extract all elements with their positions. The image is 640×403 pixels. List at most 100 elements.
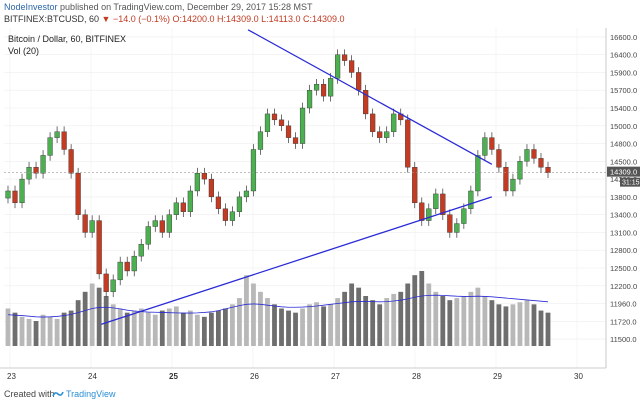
candle [426,203,432,226]
candle-body [271,113,278,121]
volume-bar [482,296,488,346]
candle [517,156,523,185]
candle-body [264,113,271,132]
candle [201,167,207,185]
volume-bar [468,291,474,346]
volume-bar [258,291,263,346]
time-tick-label: 29 [493,372,502,381]
resistance-trendline[interactable] [247,29,493,165]
volume-bar [251,283,256,346]
candle [194,167,200,197]
price-tick-label: 12500.0 [610,264,637,273]
price-tick-label: 16400.0 [610,51,637,60]
last-price-label: 14309.0 [610,168,637,177]
volume-bar [517,302,523,346]
candle-body [222,208,229,221]
candle-body [278,119,285,126]
volume-bar [370,300,376,346]
candle-body [461,208,467,224]
volume-bar [405,283,411,346]
candle [229,206,236,226]
volume-bar [349,283,355,346]
time-tick-label: 26 [250,372,259,381]
candle [461,203,467,229]
volume-bar [328,304,333,346]
candle [236,191,243,218]
candle-body [510,178,516,192]
volume-bar [300,308,305,346]
candle-body [391,113,397,132]
volume-bar [68,310,74,346]
time-badge [620,177,640,187]
volume-bar [454,298,460,346]
volume-bar [5,308,11,346]
time-badge-label: 31:15 [622,180,640,187]
volume-bar [398,291,404,346]
volume-bar [503,306,509,346]
candle-body [124,261,130,272]
candle-body [363,90,369,115]
candle-body [138,244,144,257]
candle [12,185,18,209]
candle-body [405,119,411,168]
price-chart[interactable]: 16600.0 16400.0 15900.0 15700.0 15400.0 15000… [0,28,640,385]
candle-body [131,255,137,272]
candle-body [468,190,474,209]
volume-bar [272,304,277,346]
candle [363,84,369,120]
candle [524,144,530,167]
tradingview-logo-icon [52,391,64,397]
candle-body [313,84,320,91]
candle [496,144,502,173]
time-tick-label: 27 [331,372,340,381]
volume-bar [215,310,221,346]
candle [299,102,306,149]
chart-grid [4,28,606,368]
candle [117,256,123,286]
candle [285,120,292,143]
candle-body [47,137,53,156]
candle-body [208,178,214,198]
candle-body [384,131,390,138]
candle-body [320,84,327,97]
volume-bar [244,275,249,346]
volume-bar [489,300,495,346]
volume-bar [173,306,179,346]
volume-bar [293,312,298,346]
price-tick-label: 13100.0 [610,228,637,237]
volume-bar [391,293,397,346]
candle-body [96,220,102,275]
candle-body [89,220,95,233]
volume-bar [75,300,81,346]
tradingview-brand[interactable]: TradingView [66,389,116,399]
candle [412,161,418,209]
candle [306,84,313,114]
ohlc-values: O:14200.0 H:14309.0 L:14113.0 C:14309.0 [172,14,345,24]
time-tick-label: 30 [574,372,583,381]
candle-body [327,78,334,97]
volume-bar [166,308,172,346]
support-trendline[interactable] [101,196,493,325]
volume-bar [377,304,383,346]
candle-body [180,202,186,212]
volume-bar [223,308,228,346]
candle [75,167,81,220]
candle [222,203,229,226]
candle-body [152,220,158,227]
candle [61,126,67,155]
volume-bar [545,312,551,346]
candle [440,188,446,220]
candle-body [426,208,432,221]
volume-bar [124,312,130,346]
candle-body [370,113,376,132]
volume-bar [40,314,46,346]
volume-bar [54,318,60,346]
volume-bar [82,291,88,346]
volume-bar [510,304,516,346]
candle-body [377,131,383,138]
author-name[interactable]: NodeInvestor [4,2,58,12]
candle-body [538,158,544,168]
candle [349,55,355,78]
volume-ma-line [7,294,549,318]
candle [271,108,278,126]
